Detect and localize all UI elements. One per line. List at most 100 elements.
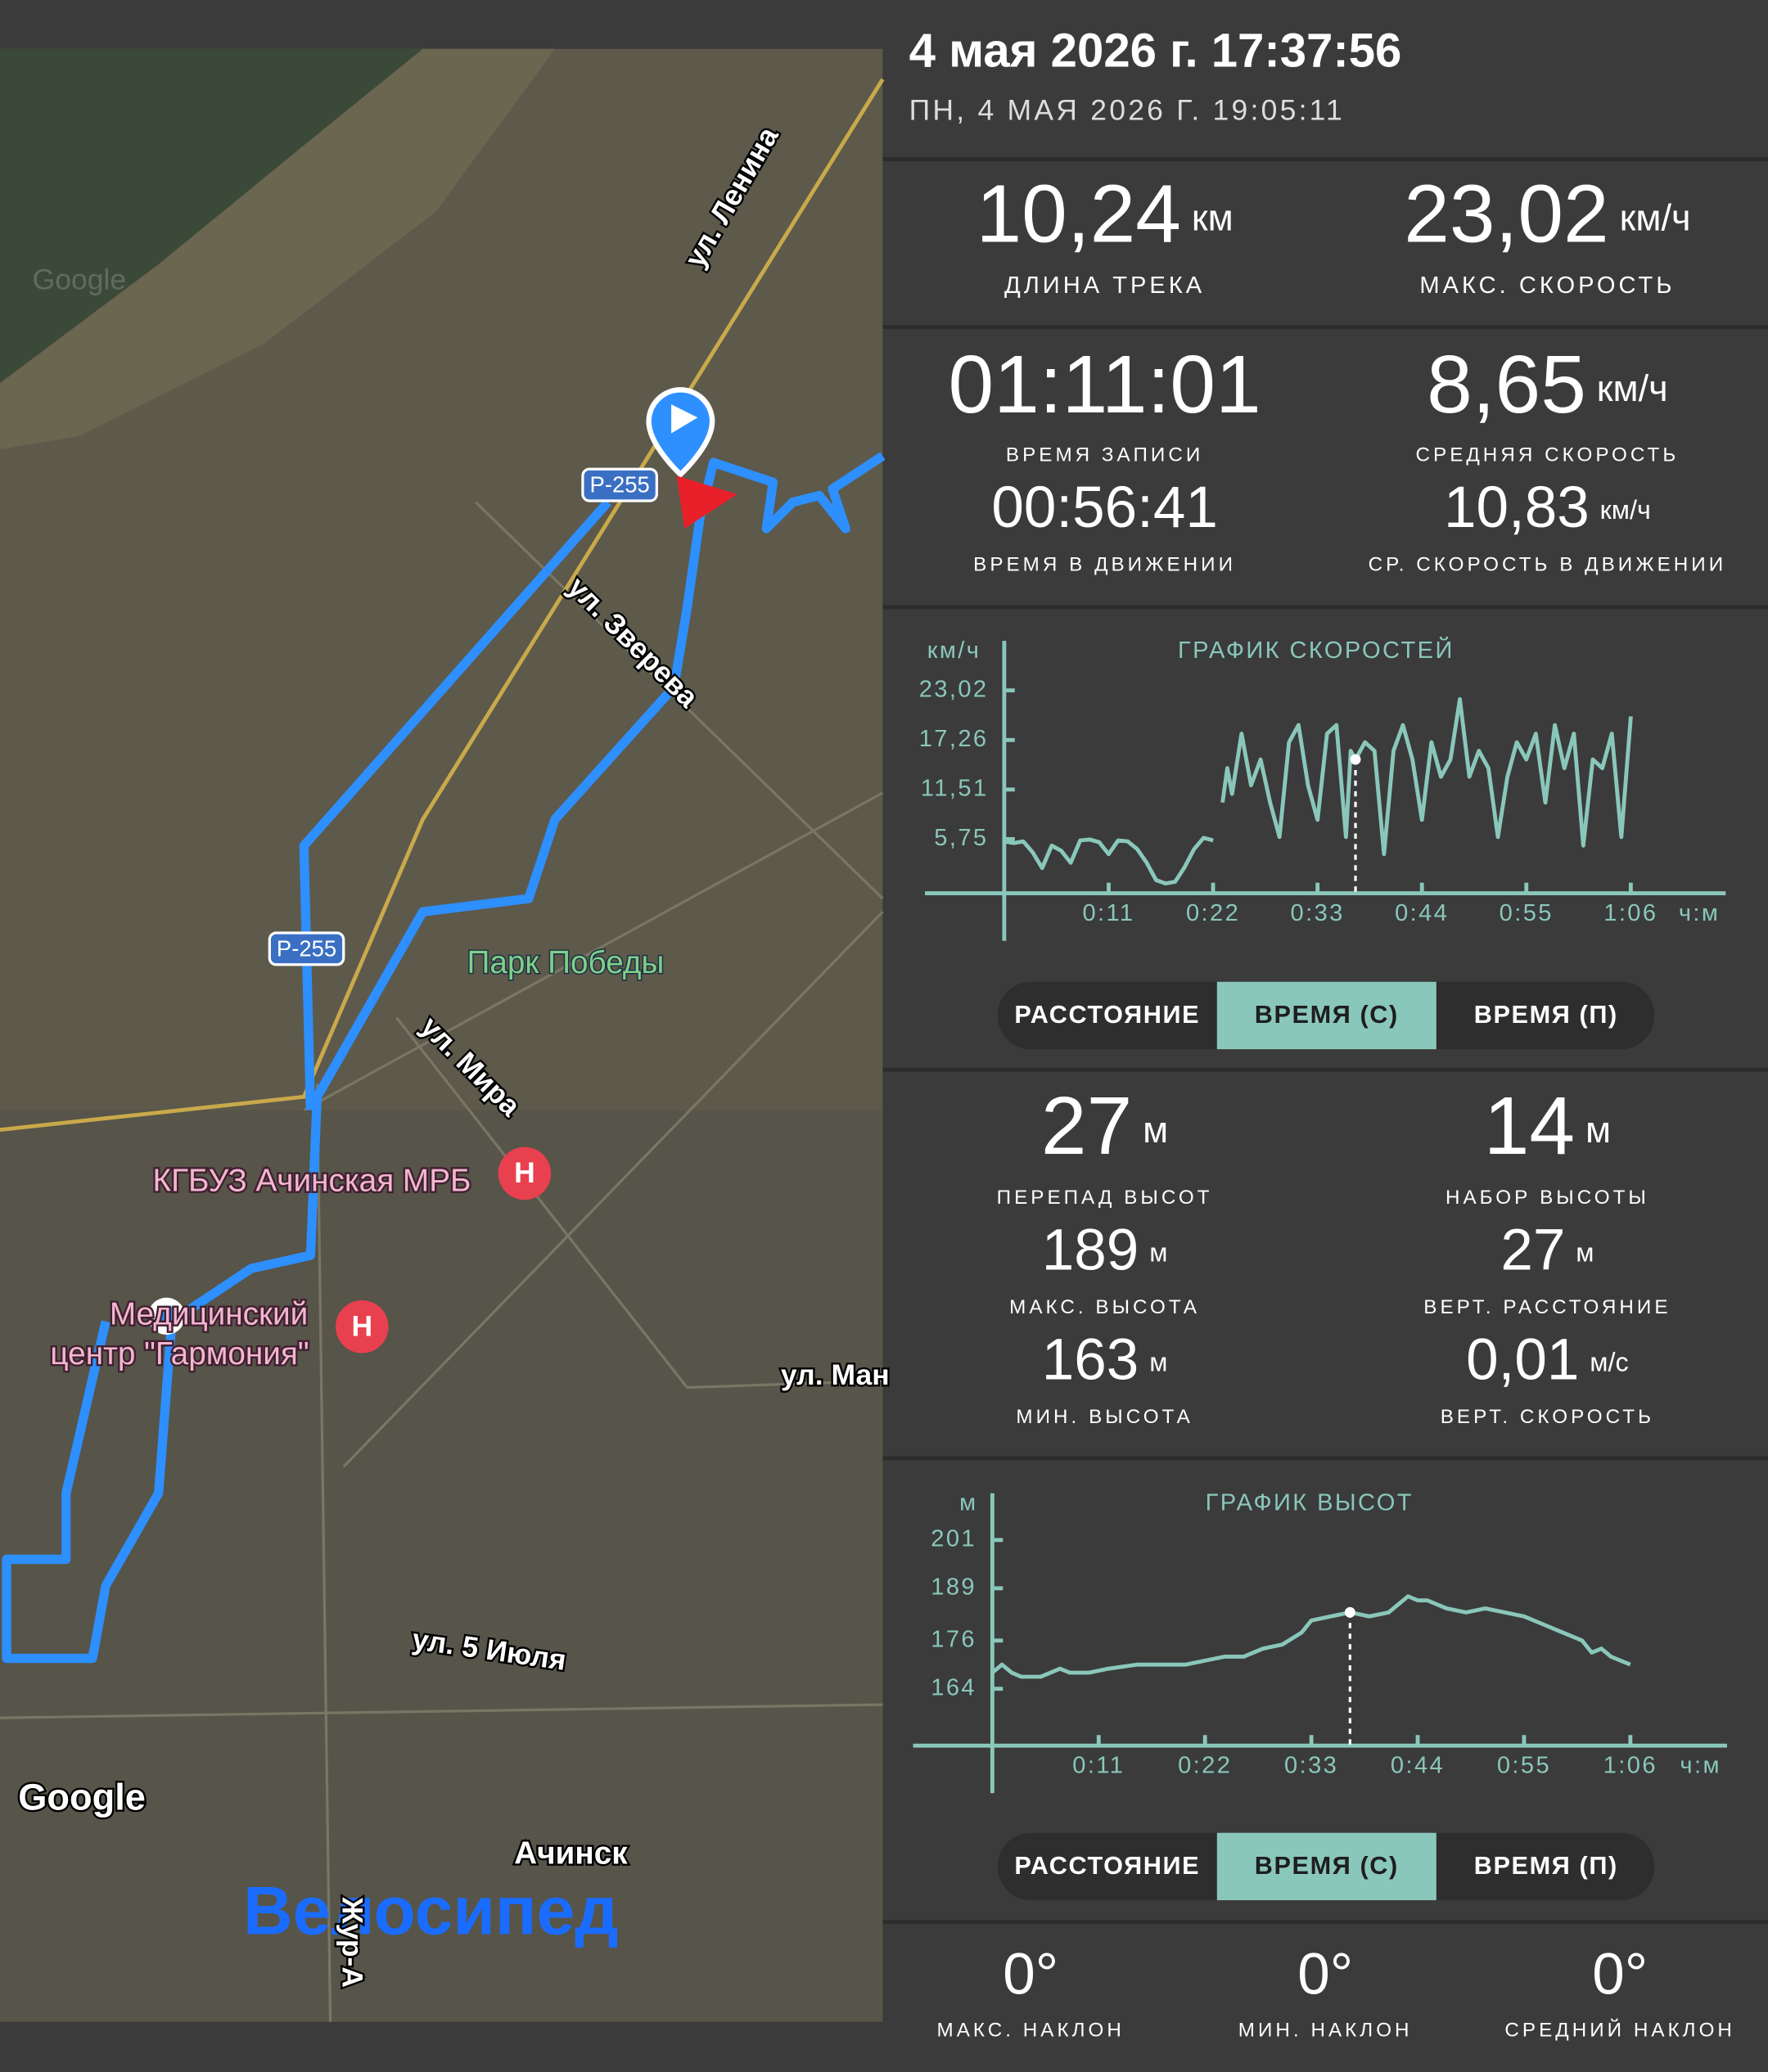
- x-tick-label: 0:22: [1178, 1753, 1232, 1779]
- y-tick-label: 189: [931, 1574, 976, 1601]
- x-tick-label: 0:11: [1072, 1753, 1125, 1779]
- map-label: Жур-А: [336, 1896, 368, 1988]
- stat-label: ВЕРТ. РАССТОЯНИЕ: [1423, 1296, 1671, 1318]
- cursor-dot: [1344, 1606, 1355, 1618]
- stat-number: 0,01: [1466, 1327, 1579, 1392]
- stat-number: 27: [1500, 1218, 1565, 1282]
- x-tick-label: 1:06: [1603, 900, 1658, 926]
- subtitle: ПН, 4 МАЯ 2026 Г. 19:05:11: [909, 94, 1345, 127]
- stat-value: 27 м: [1500, 1218, 1594, 1282]
- y-tick-label: 164: [931, 1674, 976, 1700]
- stat-label: ПЕРЕПАД ВЫСОТ: [997, 1187, 1213, 1209]
- x-tick-label: 0:55: [1500, 900, 1554, 926]
- chart-title: ГРАФИК ВЫСОТ: [1206, 1489, 1414, 1516]
- map-label: центр "Гармония": [50, 1336, 309, 1372]
- stat-number: 10,24: [976, 169, 1180, 260]
- stat-label: МИН. НАКЛОН: [1238, 2019, 1413, 2041]
- x-tick-label: 0:22: [1186, 900, 1240, 926]
- stat-value: 8,65 км/ч: [1427, 339, 1668, 430]
- stat-label: МАКС. СКОРОСТЬ: [1419, 273, 1675, 299]
- stat-label: ВЕРТ. СКОРОСТЬ: [1441, 1406, 1654, 1428]
- stat-label: СРЕДНИЙ НАКЛОН: [1504, 2018, 1735, 2041]
- y-tick-label: 17,26: [919, 726, 989, 752]
- x-tick-label: 0:44: [1395, 900, 1449, 926]
- stat-number: 0°: [1003, 1942, 1058, 2007]
- map-label: Ачинск: [514, 1836, 628, 1871]
- line: [1004, 696, 1633, 886]
- stat-number: 01:11:01: [949, 339, 1261, 430]
- stat-value: 0,01 м/с: [1466, 1327, 1628, 1392]
- stat-label: СРЕДНЯЯ СКОРОСТЬ: [1416, 444, 1680, 466]
- stat-value: 14 м: [1484, 1080, 1611, 1172]
- map-label: Парк Победы: [467, 945, 665, 980]
- stat-label: МИН. ВЫСОТА: [1016, 1406, 1193, 1428]
- stat-value: 163 м: [1042, 1327, 1168, 1392]
- x-tick-label: 1:06: [1603, 1753, 1658, 1779]
- stat-value: 0°: [1003, 1942, 1058, 2007]
- control-option[interactable]: ВРЕМЯ (П): [1474, 1852, 1618, 1880]
- stat-unit: м: [1149, 1347, 1167, 1376]
- control-selected: [1216, 981, 1436, 1050]
- dividers: [882, 157, 1768, 1925]
- stat-value: 27 м: [1041, 1080, 1168, 1172]
- stat-label: ДЛИНА ТРЕКА: [1004, 273, 1205, 299]
- x-tick-label: 0:55: [1497, 1753, 1551, 1779]
- stat-number: 0°: [1592, 1942, 1648, 2007]
- map-label: Медицинский: [110, 1297, 308, 1332]
- stat-value: 01:11:01: [949, 339, 1261, 430]
- stat-value: 0°: [1297, 1942, 1353, 2007]
- road-shield: Р-255: [590, 471, 650, 497]
- x-unit: ч:м: [1680, 1753, 1721, 1779]
- segmented-control: РАССТОЯНИЕ ВРЕМЯ (С) ВРЕМЯ (П): [997, 981, 1655, 1050]
- stat-unit: м: [1585, 1109, 1611, 1151]
- stat-number: 23,02: [1404, 169, 1608, 260]
- y-tick-label: 5,75: [934, 825, 988, 851]
- map-watermark: Google: [18, 1776, 146, 1818]
- y-tick-label: 176: [931, 1626, 976, 1652]
- stat-value: 10,83 км/ч: [1444, 475, 1651, 540]
- stat-value: 0°: [1592, 1942, 1648, 2007]
- stat-unit: км/ч: [1600, 494, 1651, 524]
- control-option[interactable]: РАССТОЯНИЕ: [1014, 1001, 1200, 1029]
- control-option[interactable]: ВРЕМЯ (С): [1255, 1001, 1399, 1029]
- map-caption: Велосипед: [243, 1872, 619, 1949]
- stat-label: МАКС. ВЫСОТА: [1009, 1296, 1200, 1318]
- svg-text:H: H: [352, 1309, 373, 1342]
- y-unit: м: [959, 1489, 977, 1516]
- x-unit: ч:м: [1679, 900, 1720, 926]
- stat-value: 00:56:41: [991, 475, 1217, 540]
- segmented-control: РАССТОЯНИЕ ВРЕМЯ (С) ВРЕМЯ (П): [997, 1832, 1655, 1901]
- control-option[interactable]: РАССТОЯНИЕ: [1014, 1852, 1200, 1880]
- x-tick-label: 0:33: [1291, 900, 1345, 926]
- stat-number: 00:56:41: [991, 475, 1217, 540]
- stat-value: 23,02 км/ч: [1404, 169, 1690, 260]
- y-tick-label: 11,51: [921, 775, 989, 801]
- map-label: КГБУЗ Ачинская МРБ: [153, 1163, 471, 1198]
- x-tick-label: 0:11: [1082, 900, 1134, 926]
- y-tick-label: 201: [931, 1526, 976, 1552]
- stat-label: НАБОР ВЫСОТЫ: [1446, 1187, 1649, 1209]
- x-tick-label: 0:33: [1284, 1753, 1338, 1779]
- cursor-dot: [1350, 754, 1361, 765]
- stat-unit: м: [1576, 1237, 1594, 1267]
- control-option[interactable]: ВРЕМЯ (С): [1255, 1852, 1399, 1880]
- road-shield: Р-255: [277, 935, 336, 961]
- y-tick-label: 23,02: [919, 676, 989, 702]
- chart-title: ГРАФИК СКОРОСТЕЙ: [1178, 636, 1455, 664]
- map: HH ул. Ленина Р-255 ул. Зверева Р-255 Па…: [0, 48, 891, 2022]
- title: 4 мая 2026 г. 17:37:56: [909, 25, 1402, 78]
- stat-label: ВРЕМЯ В ДВИЖЕНИИ: [973, 554, 1236, 576]
- x-tick-label: 0:44: [1391, 1753, 1445, 1779]
- stat-value: 10,24 км: [976, 169, 1233, 260]
- stat-unit: км/ч: [1620, 197, 1691, 239]
- stat-number: 27: [1041, 1080, 1132, 1172]
- map-label: ул. Ман: [781, 1358, 890, 1391]
- stat-unit: км: [1192, 197, 1234, 239]
- control-option[interactable]: ВРЕМЯ (П): [1474, 1001, 1618, 1029]
- stat-number: 163: [1042, 1327, 1139, 1392]
- stat-number: 14: [1484, 1080, 1575, 1172]
- stat-number: 8,65: [1427, 339, 1586, 430]
- stat-number: 0°: [1297, 1942, 1353, 2007]
- stat-value: 189 м: [1042, 1218, 1168, 1282]
